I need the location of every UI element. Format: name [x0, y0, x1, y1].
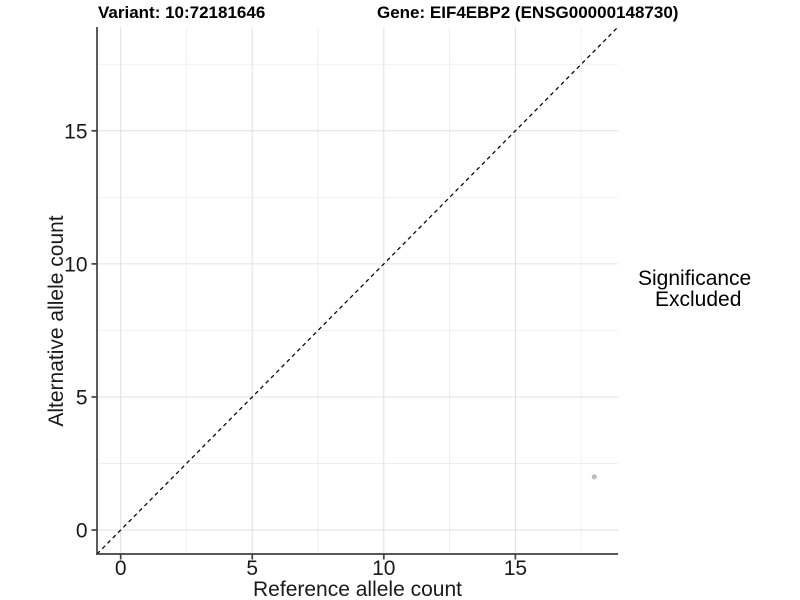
x-axis-title: Reference allele count: [253, 578, 462, 600]
plot-title-variant: Variant: 10:72181646: [98, 3, 266, 22]
x-tick-label: 5: [246, 557, 258, 580]
x-tick-label: 10: [372, 557, 395, 580]
data-point: [591, 474, 597, 480]
x-tick-label: 0: [115, 557, 127, 580]
legend-title: Significance: [638, 267, 752, 290]
x-tick-label: 15: [504, 557, 527, 580]
plot-title-gene: Gene: EIF4EBP2 (ENSG00000148730): [377, 3, 679, 22]
y-axis-title: Alternative allele count: [45, 215, 68, 427]
y-tick-label: 0: [76, 520, 88, 543]
legend-item-excluded: Excluded: [638, 289, 751, 310]
y-tick-label: 10: [64, 253, 87, 276]
y-tick-label: 15: [64, 120, 87, 143]
legend-marker-circle-icon: [641, 295, 650, 304]
identity-line: [96, 26, 619, 555]
legend: Significance Excluded: [638, 268, 751, 310]
y-tick-label: 5: [76, 386, 88, 409]
legend-item-label: Excluded: [655, 288, 742, 311]
